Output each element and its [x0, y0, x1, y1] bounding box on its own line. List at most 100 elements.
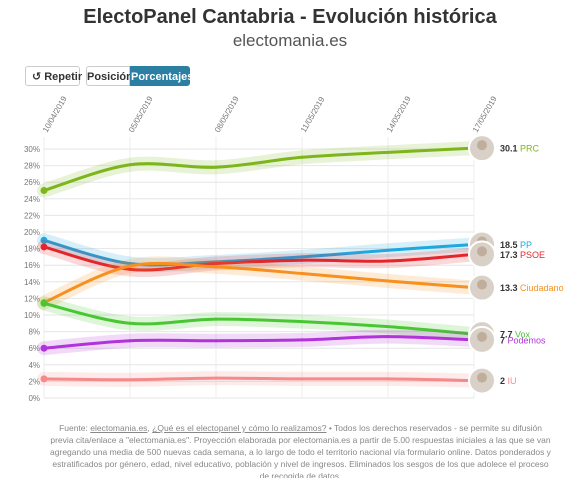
- end-value-ciudadano: 13.3: [500, 283, 520, 293]
- data-point-psoe[interactable]: [300, 258, 304, 262]
- position-button[interactable]: Posición: [86, 66, 133, 86]
- data-point-prc[interactable]: [300, 155, 304, 159]
- chart-title: ElectoPanel Cantabria - Evolución histór…: [83, 6, 497, 28]
- footer-link-about[interactable]: ¿Qué es el electopanel y cómo lo realiza…: [152, 423, 327, 433]
- data-point-podemos[interactable]: [300, 338, 304, 342]
- series-line-prc[interactable]: [42, 146, 476, 192]
- series-line-iu[interactable]: [42, 376, 476, 383]
- series-line-vox[interactable]: [42, 301, 476, 336]
- y-tick-label: 18%: [24, 245, 40, 254]
- data-point-ciudadano[interactable]: [386, 279, 390, 283]
- y-axis-ticks: 0% 2% 4% 6% 8% 10% 12% 14% 16% 18% 20% 22% 24% 26% 28%…: [24, 145, 40, 403]
- data-point-podemos[interactable]: [386, 335, 390, 339]
- end-name-prc: PRC: [520, 144, 540, 154]
- data-point-psoe[interactable]: [40, 243, 48, 251]
- x-tick-label: 08/05/2019: [213, 94, 241, 134]
- series-line-ciudadano[interactable]: [42, 261, 476, 305]
- footer-source-prefix: Fuente:: [59, 423, 91, 433]
- end-label-psoe: 17.3 PSOE: [500, 250, 545, 260]
- data-point-pp[interactable]: [386, 248, 390, 252]
- footer-note: Fuente: electomania.es, ¿Qué es el elect…: [48, 422, 553, 478]
- x-tick-label: 17/05/2019: [471, 94, 499, 134]
- data-point-iu[interactable]: [128, 378, 132, 382]
- data-point-prc[interactable]: [214, 165, 218, 169]
- end-label-prc: 30.1 PRC: [500, 144, 540, 154]
- chart-subtitle: electomania.es: [232, 31, 348, 50]
- data-point-vox[interactable]: [214, 317, 218, 321]
- end-label-iu: 2 IU: [500, 376, 517, 386]
- y-tick-label: 0%: [28, 394, 40, 403]
- x-tick-label: 05/05/2019: [127, 94, 155, 134]
- y-tick-label: 30%: [24, 145, 40, 154]
- data-point-vox[interactable]: [40, 299, 48, 307]
- data-point-iu[interactable]: [214, 376, 218, 380]
- end-value-prc: 30.1: [500, 144, 520, 154]
- data-point-iu[interactable]: [386, 377, 390, 381]
- y-tick-label: 16%: [24, 261, 40, 270]
- avatar-head-iu: [477, 372, 487, 383]
- data-point-prc[interactable]: [40, 187, 48, 194]
- end-label-podemos: 7 Podemos: [500, 335, 546, 345]
- data-point-iu[interactable]: [300, 377, 304, 381]
- data-point-iu[interactable]: [40, 375, 48, 383]
- end-value-vox: 7.7: [500, 330, 515, 340]
- series-lines: [37, 141, 481, 388]
- end-name-ciudadano: Ciudadano: [520, 283, 564, 293]
- x-tick-label: 10/04/2019: [41, 94, 69, 134]
- end-value-podemos: 7: [500, 335, 508, 345]
- data-point-pp[interactable]: [300, 255, 304, 259]
- end-label-pp: 18.5 PP: [500, 240, 532, 250]
- data-point-ciudadano[interactable]: [214, 265, 218, 269]
- repeat-label: Repetir: [44, 71, 83, 83]
- line-chart: 0% 2% 4% 6% 8% 10% 12% 14% 16% 18% 20% 22% 24% 26% 28%…: [24, 94, 564, 403]
- data-point-podemos[interactable]: [128, 339, 132, 343]
- end-name-psoe: PSOE: [520, 250, 545, 260]
- y-tick-label: 12%: [24, 294, 40, 303]
- y-tick-label: 6%: [28, 344, 40, 353]
- y-tick-label: 24%: [24, 195, 40, 204]
- series-line-pp[interactable]: [42, 238, 476, 267]
- grid-lines: [43, 137, 475, 399]
- view-toggle: Posición Porcentajes: [86, 66, 193, 86]
- y-tick-label: 22%: [24, 211, 40, 220]
- data-point-pp[interactable]: [128, 262, 132, 266]
- end-value-pp: 18.5: [500, 240, 520, 250]
- replay-icon: ↺: [32, 71, 42, 83]
- avatar-head-psoe: [477, 246, 487, 257]
- repeat-button[interactable]: ↺ Repetir: [25, 66, 83, 86]
- data-point-ciudadano[interactable]: [128, 264, 132, 268]
- data-point-psoe[interactable]: [214, 262, 218, 266]
- x-axis-ticks: 10/04/2019 05/05/2019 08/05/2019 11/05/2019…: [41, 94, 499, 134]
- y-tick-label: 2%: [28, 377, 40, 386]
- percent-button[interactable]: Porcentajes: [130, 66, 193, 86]
- end-label-vox: 7.7 Vox: [500, 330, 531, 340]
- data-point-psoe[interactable]: [386, 259, 390, 263]
- end-value-psoe: 17.3: [500, 250, 520, 260]
- avatar-head-prc: [477, 140, 487, 151]
- data-point-pp[interactable]: [40, 236, 48, 244]
- data-point-prc[interactable]: [128, 163, 132, 167]
- data-point-podemos[interactable]: [214, 339, 218, 343]
- data-point-psoe[interactable]: [128, 267, 132, 271]
- end-label-ciudadano: 13.3 Ciudadano: [500, 283, 564, 293]
- avatar-head-podemos: [477, 331, 487, 342]
- footer-text: • Todos los derechos reservados - se per…: [50, 423, 551, 478]
- y-tick-label: 14%: [24, 278, 40, 287]
- data-point-prc[interactable]: [386, 150, 390, 154]
- end-name-iu: IU: [508, 376, 517, 386]
- data-point-vox[interactable]: [128, 321, 132, 325]
- data-point-ciudadano[interactable]: [300, 272, 304, 275]
- x-tick-label: 11/05/2019: [299, 95, 327, 134]
- y-tick-label: 28%: [24, 162, 40, 171]
- y-tick-label: 10%: [24, 311, 40, 320]
- series-line-podemos[interactable]: [42, 335, 476, 350]
- end-name-pp: PP: [520, 240, 532, 250]
- data-point-vox[interactable]: [300, 320, 304, 324]
- data-point-vox[interactable]: [386, 325, 390, 329]
- data-point-podemos[interactable]: [40, 344, 48, 352]
- footer-link-electomania[interactable]: electomania.es: [90, 423, 148, 433]
- x-tick-label: 14/05/2019: [385, 94, 413, 134]
- end-name-vox: Vox: [515, 330, 531, 340]
- y-tick-label: 4%: [28, 361, 40, 370]
